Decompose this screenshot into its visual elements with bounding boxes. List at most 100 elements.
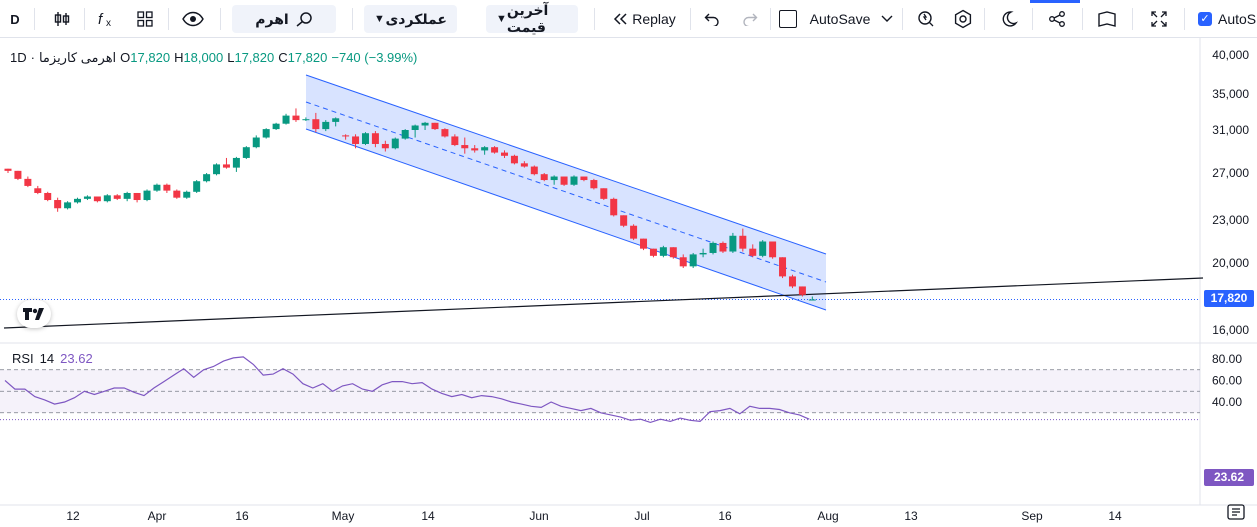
candle-body — [749, 248, 757, 256]
rsi-line — [4, 356, 810, 424]
trend-line-segment — [3, 277, 1204, 329]
price-axis-label: 20,000 — [1212, 256, 1249, 270]
candle-body — [401, 130, 409, 139]
candle-body — [540, 174, 548, 181]
share-icon[interactable] — [1044, 5, 1070, 33]
last-price-tag: 17,820 — [1204, 290, 1254, 307]
candle-body — [510, 155, 518, 164]
candle-style-icon[interactable] — [48, 5, 76, 33]
candle-body — [580, 176, 588, 181]
candle-body — [163, 184, 171, 191]
channel-upper — [305, 74, 827, 255]
candle-body — [222, 164, 230, 168]
candle-body — [520, 163, 528, 167]
chevron-down-icon: ▼ — [374, 13, 385, 25]
quick-search-icon[interactable] — [912, 5, 938, 33]
redo-icon[interactable] — [738, 5, 762, 33]
price-chart[interactable]: 40,000 35,000 31,000 27,000 23,000 20,000 16,0… — [0, 38, 1257, 527]
candle-body — [649, 248, 657, 256]
toolbar-divider — [594, 8, 595, 30]
time-axis-label: 14 — [1108, 509, 1122, 523]
layout-square-icon[interactable] — [778, 5, 798, 33]
time-axis-label: Jun — [529, 509, 548, 523]
candle-body — [739, 235, 747, 249]
go-to-realtime-icon[interactable] — [1227, 503, 1245, 521]
candle-body — [610, 198, 618, 216]
candle-body — [719, 242, 727, 252]
autosave-chevron-icon[interactable] — [878, 5, 896, 33]
regression-channel[interactable] — [305, 74, 827, 311]
legend-open: 17,820 — [130, 50, 171, 65]
toolbar-divider — [352, 8, 353, 30]
rsi-axis-label: 80.00 — [1212, 352, 1242, 366]
candle-body — [441, 129, 449, 137]
price-axis-label: 23,000 — [1212, 213, 1249, 227]
time-axis-label: May — [332, 509, 355, 523]
candle-body — [779, 257, 787, 277]
search-icon — [296, 12, 312, 27]
toolbar-divider — [168, 8, 169, 30]
candle-body — [679, 257, 687, 267]
candle-body — [113, 195, 121, 199]
undo-icon[interactable] — [700, 5, 724, 33]
toolbar-divider — [34, 8, 35, 30]
candle-body — [699, 252, 707, 255]
theme-moon-icon[interactable] — [996, 5, 1022, 33]
symbol-legend: 1D · اهرمی کاریزما O17,820 H18,000 L17,8… — [10, 50, 417, 66]
candle-body — [411, 125, 419, 130]
interval-button[interactable]: D — [10, 11, 20, 27]
rsi-length: 14 — [39, 351, 55, 366]
settings-gear-icon[interactable] — [950, 5, 976, 33]
candle-body — [302, 119, 310, 121]
publish-book-icon[interactable] — [1094, 5, 1120, 33]
candles — [4, 108, 816, 301]
tradingview-logo[interactable] — [17, 300, 51, 328]
candle-body — [213, 164, 221, 175]
price-type-dropdown[interactable]: ▼ آخرین قیمت — [486, 2, 578, 35]
candle-body — [352, 136, 360, 144]
candle-body — [252, 137, 260, 148]
indicators-dropdown[interactable]: ▼ عملکردی — [364, 5, 457, 33]
candle-body — [183, 191, 191, 198]
candle-body — [361, 133, 369, 144]
candle-body — [133, 192, 141, 201]
candle-body — [570, 176, 578, 185]
candle-body — [620, 215, 628, 226]
replay-label: Replay — [632, 11, 676, 27]
svg-text:f: f — [98, 11, 104, 28]
candle-body — [659, 247, 667, 256]
candle-body — [491, 147, 499, 153]
autosave-toggle[interactable]: ✓ AutoS — [1198, 5, 1257, 33]
candle-body — [788, 276, 796, 287]
candle-body — [123, 192, 131, 199]
legend-h-label: H — [174, 50, 184, 65]
active-indicator — [1030, 0, 1080, 3]
fullscreen-icon[interactable] — [1146, 5, 1172, 33]
price-axis-label: 40,000 — [1212, 48, 1249, 62]
candle-body — [808, 299, 816, 301]
symbol-search-label: اهرم — [255, 10, 289, 27]
candle-body — [381, 143, 389, 149]
candle-body — [461, 145, 469, 149]
toolbar-divider — [690, 8, 691, 30]
legend-high: 18,000 — [183, 50, 224, 65]
toolbar-divider — [1082, 8, 1083, 30]
price-type-label: آخرین قیمت — [506, 2, 549, 35]
candle-body — [342, 135, 350, 137]
price-grid — [0, 38, 1257, 506]
replay-button[interactable]: Replay — [610, 5, 678, 33]
channel-midline — [305, 101, 827, 283]
autosave-label[interactable]: AutoSave — [809, 11, 871, 27]
trend-line[interactable] — [3, 277, 1204, 329]
candle-body — [729, 235, 737, 252]
candle-body — [481, 147, 489, 151]
eye-icon[interactable] — [178, 5, 208, 33]
time-axis-label: Apr — [148, 509, 167, 523]
templates-grid-icon[interactable] — [132, 5, 158, 33]
legend-dot: · — [30, 50, 35, 65]
candle-body — [193, 181, 201, 192]
candle-body — [242, 147, 250, 158]
legend-symbol: اهرمی کاریزما — [38, 50, 117, 65]
symbol-search-button[interactable]: اهرم — [232, 5, 336, 33]
